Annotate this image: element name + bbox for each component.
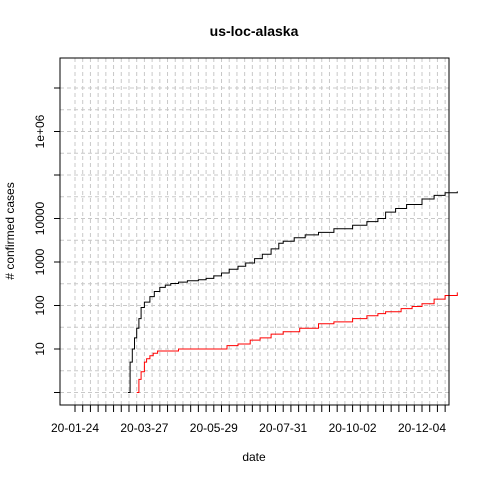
x-tick-label: 20-12-04 xyxy=(398,421,446,435)
y-tick-label: 1000 xyxy=(33,248,47,275)
y-tick-label: 10000 xyxy=(33,201,47,235)
x-tick-label: 20-10-02 xyxy=(329,421,377,435)
y-tick-label: 10 xyxy=(33,342,47,356)
x-tick-label: 20-01-24 xyxy=(51,421,99,435)
series-line-confirmed xyxy=(127,191,458,393)
x-tick-label: 20-07-31 xyxy=(259,421,307,435)
y-axis-label: # confirmed cases xyxy=(3,182,17,279)
y-axis: 10 100 1000 10000 1e+06 xyxy=(33,87,60,393)
x-axis: 20-01-24 20-03-27 20-05-29 20-07-31 20-10-02… xyxy=(51,405,446,435)
x-tick-label: 20-05-29 xyxy=(190,421,238,435)
grid xyxy=(60,58,449,405)
x-axis-label: date xyxy=(242,450,266,464)
x-tick-label: 20-03-27 xyxy=(120,421,168,435)
plot-frame xyxy=(59,57,450,406)
y-tick-label: 100 xyxy=(33,295,47,315)
y-tick-label: 1e+06 xyxy=(33,114,47,148)
series-line-red xyxy=(136,292,458,393)
series-layer xyxy=(127,191,458,393)
chart-title: us-loc-alaska xyxy=(210,23,299,39)
